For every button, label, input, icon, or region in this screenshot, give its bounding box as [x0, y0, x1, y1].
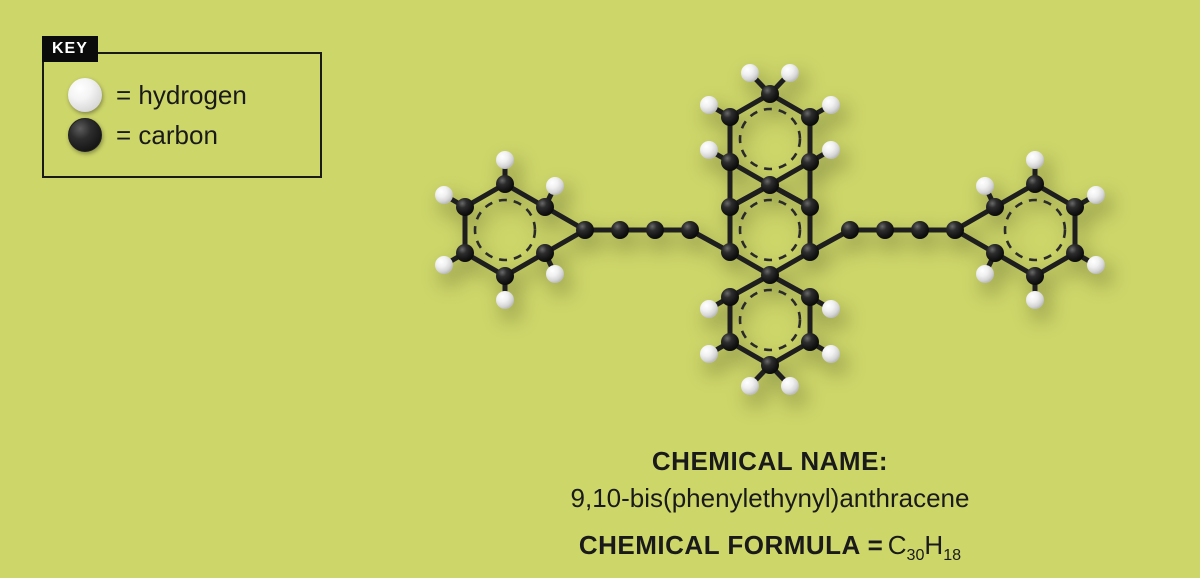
hydrogen-atom — [700, 96, 718, 114]
carbon-atom — [496, 267, 514, 285]
hydrogen-atom — [741, 64, 759, 82]
carbon-atom — [801, 288, 819, 306]
hydrogen-atom — [700, 345, 718, 363]
chemical-name-label: CHEMICAL NAME: — [652, 446, 888, 476]
chemical-formula-value: C30H18 — [888, 530, 961, 560]
hydrogen-atom — [781, 377, 799, 395]
carbon-atom — [646, 221, 664, 239]
hydrogen-atom — [546, 177, 564, 195]
carbon-atom — [801, 153, 819, 171]
legend-label-carbon: = carbon — [116, 120, 218, 151]
legend-title-badge: KEY — [42, 36, 98, 62]
legend-row-hydrogen: = hydrogen — [68, 78, 296, 112]
bonds-group — [444, 73, 1096, 386]
carbon-atom — [986, 244, 1004, 262]
carbon-atom — [536, 198, 554, 216]
carbon-atom — [1066, 244, 1084, 262]
hydrogen-atom — [822, 141, 840, 159]
carbon-atom — [761, 266, 779, 284]
chemical-name-value: 9,10-bis(phenylethynyl)anthracene — [571, 483, 970, 513]
legend-label-hydrogen: = hydrogen — [116, 80, 247, 111]
hydrogen-swatch-icon — [68, 78, 102, 112]
hydrogen-atom — [741, 377, 759, 395]
aromatic-circles-group — [475, 109, 1065, 350]
carbon-atom — [456, 198, 474, 216]
carbon-atom — [801, 333, 819, 351]
hydrogen-atom — [435, 256, 453, 274]
carbon-atom — [456, 244, 474, 262]
captions-block: CHEMICAL NAME: 9,10-bis(phenylethynyl)an… — [370, 440, 1170, 565]
carbon-atom — [721, 243, 739, 261]
carbon-atom — [841, 221, 859, 239]
hydrogen-atom — [496, 151, 514, 169]
chemical-formula-label: CHEMICAL FORMULA = — [579, 530, 883, 560]
carbon-atom — [1026, 267, 1044, 285]
carbon-atom — [611, 221, 629, 239]
carbon-atom — [1066, 198, 1084, 216]
molecule-diagram — [370, 10, 1190, 435]
carbon-atom — [721, 288, 739, 306]
hydrogen-atom — [822, 345, 840, 363]
hydrogen-atom — [1026, 151, 1044, 169]
carbon-swatch-icon — [68, 118, 102, 152]
carbon-atom — [761, 176, 779, 194]
hydrogen-atom — [700, 300, 718, 318]
carbon-atom — [801, 243, 819, 261]
carbon-atom — [721, 153, 739, 171]
carbon-atom — [946, 221, 964, 239]
carbon-atom — [986, 198, 1004, 216]
hydrogen-atom — [435, 186, 453, 204]
hydrogen-atom — [822, 300, 840, 318]
carbon-atom — [721, 108, 739, 126]
carbon-atom — [801, 198, 819, 216]
hydrogen-atom — [822, 96, 840, 114]
hydrogen-atom — [976, 265, 994, 283]
legend-row-carbon: = carbon — [68, 118, 296, 152]
carbon-atom — [801, 108, 819, 126]
aromatic-ring-indicator — [1005, 200, 1065, 260]
carbon-atom — [496, 175, 514, 193]
carbon-atom — [1026, 175, 1044, 193]
hydrogen-atom — [976, 177, 994, 195]
legend-box: KEY = hydrogen = carbon — [42, 52, 322, 178]
aromatic-ring-indicator — [740, 200, 800, 260]
aromatic-ring-indicator — [475, 200, 535, 260]
aromatic-ring-indicator — [740, 109, 800, 169]
molecule-svg — [370, 10, 1190, 430]
carbon-atom — [761, 356, 779, 374]
carbon-atom — [721, 198, 739, 216]
hydrogen-atom — [546, 265, 564, 283]
carbon-atom — [911, 221, 929, 239]
aromatic-ring-indicator — [740, 290, 800, 350]
hydrogen-atom — [700, 141, 718, 159]
carbon-atom — [576, 221, 594, 239]
hydrogen-atom — [1087, 186, 1105, 204]
carbon-atom — [721, 333, 739, 351]
hydrogen-atom — [1026, 291, 1044, 309]
carbon-atom — [536, 244, 554, 262]
hydrogen-atom — [496, 291, 514, 309]
hydrogen-atom — [1087, 256, 1105, 274]
carbon-atom — [876, 221, 894, 239]
hydrogen-atom — [781, 64, 799, 82]
carbon-atom — [681, 221, 699, 239]
carbon-atom — [761, 85, 779, 103]
